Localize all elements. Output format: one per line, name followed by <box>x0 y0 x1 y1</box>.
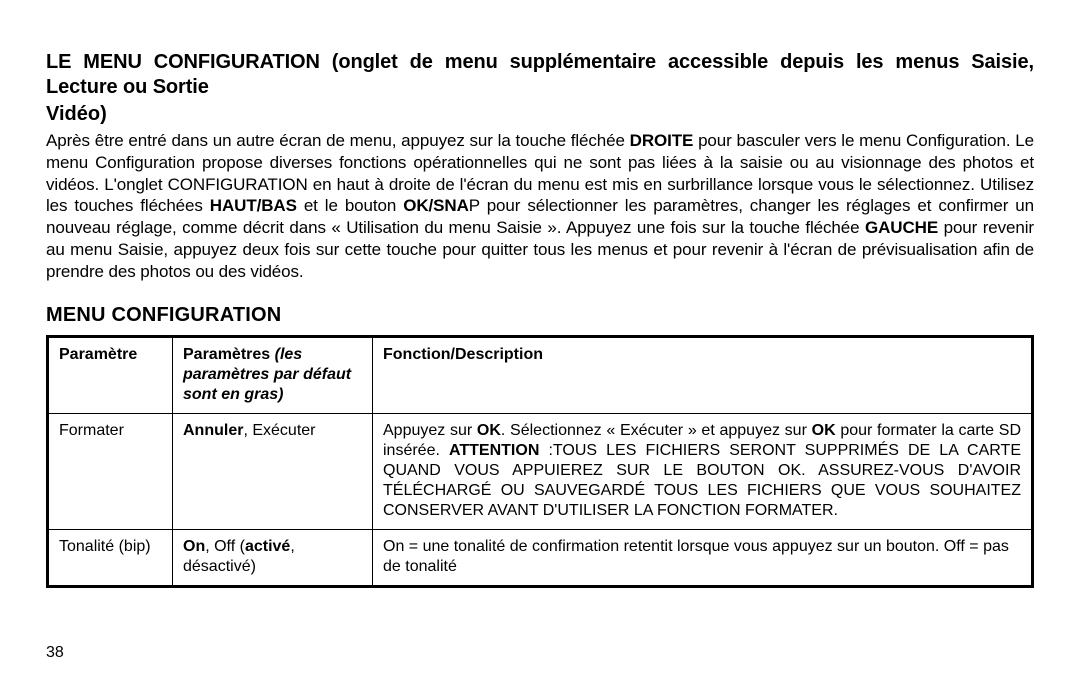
desc-b1: OK <box>477 422 501 439</box>
desc-mid: . Sélectionnez « Exécuter » et appuyez s… <box>501 422 812 439</box>
config-table: Paramètre Paramètres (les paramètres par… <box>46 335 1034 588</box>
cell-param-formater: Formater <box>48 414 173 530</box>
body-bold-gauche: GAUCHE <box>865 218 938 237</box>
body-seg3: et le bouton <box>297 196 403 215</box>
section-title: Menu Configuration <box>46 304 1034 327</box>
table-header-row: Paramètre Paramètres (les paramètres par… <box>48 337 1033 414</box>
body-bold-hautbas: HAUT/BAS <box>210 196 297 215</box>
page-container: LE MENU CONFIGURATION (onglet de menu su… <box>0 0 1080 687</box>
desc-attn: ATTENTION <box>449 442 539 459</box>
body-bold-droite: DROITE <box>630 131 694 150</box>
title-line2: Vidéo) <box>46 102 1034 126</box>
cell-settings-tonalite: On, Off (activé, désactivé) <box>173 530 373 587</box>
settings-bold2: activé <box>245 538 290 555</box>
body-bold-oksnap: OK/SNA <box>403 196 469 215</box>
table-row: Formater Annuler, Exécuter Appuyez sur O… <box>48 414 1033 530</box>
desc-pre: Appuyez sur <box>383 422 477 439</box>
body-seg1: Après être entré dans un autre écran de … <box>46 131 630 150</box>
cell-desc-tonalite: On = une tonalité de confirmation retent… <box>373 530 1033 587</box>
settings-rest1: , Off ( <box>205 538 245 555</box>
intro-paragraph: Après être entré dans un autre écran de … <box>46 130 1034 282</box>
header-col2a: Paramètres <box>183 346 270 363</box>
settings-bold: Annuler <box>183 422 243 439</box>
settings-rest: , Exécuter <box>243 422 315 439</box>
page-number: 38 <box>46 644 64 662</box>
header-parametres: Paramètres (les paramètres par défaut so… <box>173 337 373 414</box>
header-parametre: Paramètre <box>48 337 173 414</box>
cell-settings-formater: Annuler, Exécuter <box>173 414 373 530</box>
main-title: LE MENU CONFIGURATION (onglet de menu su… <box>46 50 1034 100</box>
cell-param-tonalite: Tonalité (bip) <box>48 530 173 587</box>
settings-bold: On <box>183 538 205 555</box>
table-row: Tonalité (bip) On, Off (activé, désactiv… <box>48 530 1033 587</box>
title-lead: LE MENU CONFIGURATION <box>46 51 320 73</box>
header-fonction: Fonction/Description <box>373 337 1033 414</box>
desc-b2: OK <box>812 422 836 439</box>
page-content: LE MENU CONFIGURATION (onglet de menu su… <box>0 0 1080 608</box>
cell-desc-formater: Appuyez sur OK. Sélectionnez « Exécuter … <box>373 414 1033 530</box>
